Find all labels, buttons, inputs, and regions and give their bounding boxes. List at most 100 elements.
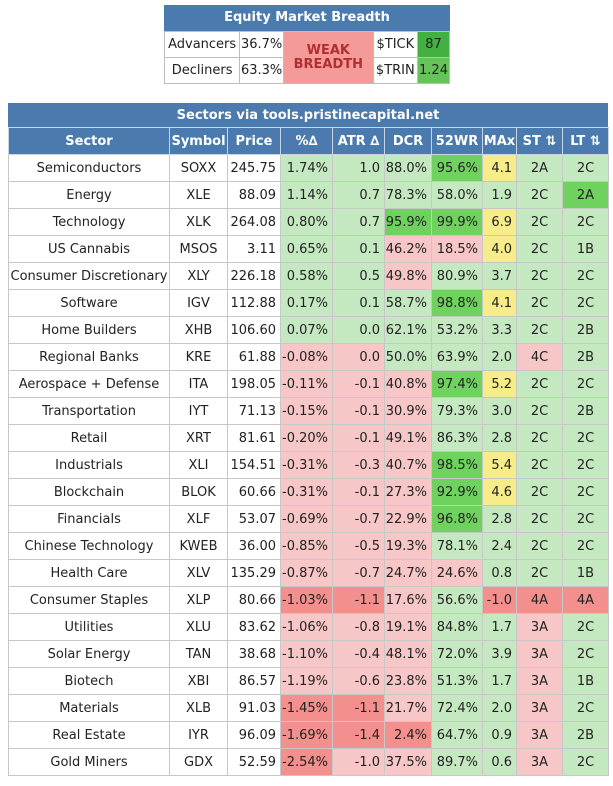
header-price[interactable]: Price: [227, 127, 281, 155]
table-row: Energy XLE 88.09 1.14% 0.7 78.3% 58.0% 1.9 2C 2A: [8, 181, 609, 209]
cell-52wr: 63.9%: [431, 343, 483, 371]
cell-atr-change: -0.1: [332, 478, 385, 506]
cell-52wr: 98.8%: [431, 289, 483, 317]
header-symbol[interactable]: Symbol: [169, 127, 228, 155]
cell-st: 2C: [516, 478, 563, 506]
cell-lt: 2C: [562, 370, 609, 398]
cell-st: 2C: [516, 289, 563, 317]
cell-atr-change: 0.7: [332, 181, 385, 209]
cell-st: 2C: [516, 559, 563, 587]
cell-lt: 2B: [562, 721, 609, 749]
table-row: Consumer Staples XLP 80.66 -1.03% -1.1 17.6% 5…: [8, 586, 609, 614]
cell-atr-change: -1.1: [332, 586, 385, 614]
header-pct-change[interactable]: %∆: [280, 127, 333, 155]
cell-max: 0.8: [482, 559, 517, 587]
cell-atr-change: -1.0: [332, 748, 385, 776]
cell-lt: 2B: [562, 316, 609, 344]
cell-pct-change: -0.31%: [280, 478, 333, 506]
cell-lt: 2C: [562, 694, 609, 722]
advancers-label: Advancers: [163, 31, 241, 58]
cell-52wr: 95.6%: [431, 154, 483, 182]
cell-st: 2C: [516, 235, 563, 263]
cell-pct-change: -1.10%: [280, 640, 333, 668]
cell-dcr: 19.1%: [384, 613, 432, 641]
header-st-sort[interactable]: ST ⇅: [516, 127, 563, 155]
cell-sector: Blockchain: [8, 478, 170, 506]
cell-sector: Materials: [8, 694, 170, 722]
cell-sector: Home Builders: [8, 316, 170, 344]
cell-lt: 2C: [562, 424, 609, 452]
cell-sector: Chinese Technology: [8, 532, 170, 560]
cell-52wr: 89.7%: [431, 748, 483, 776]
cell-max: -1.0: [482, 586, 517, 614]
cell-price: 86.57: [227, 667, 281, 695]
cell-symbol: XLP: [169, 586, 228, 614]
cell-symbol: XLU: [169, 613, 228, 641]
cell-max: 3.9: [482, 640, 517, 668]
cell-52wr: 72.4%: [431, 694, 483, 722]
cell-lt: 1B: [562, 667, 609, 695]
cell-st: 4A: [516, 586, 563, 614]
cell-dcr: 40.7%: [384, 451, 432, 479]
cell-symbol: XHB: [169, 316, 228, 344]
table-row: Transportation IYT 71.13 -0.15% -0.1 30.9% 79.…: [8, 397, 609, 425]
table-row: Utilities XLU 83.62 -1.06% -0.8 19.1% 84.8% 1.7…: [8, 613, 609, 641]
cell-max: 5.2: [482, 370, 517, 398]
header-52wr[interactable]: 52WR: [431, 127, 483, 155]
table-row: Solar Energy TAN 38.68 -1.10% -0.4 48.1% 72.0%…: [8, 640, 609, 668]
breadth-title: Equity Market Breadth: [164, 5, 450, 31]
cell-sector: US Cannabis: [8, 235, 170, 263]
cell-price: 96.09: [227, 721, 281, 749]
cell-max: 2.4: [482, 532, 517, 560]
cell-price: 135.29: [227, 559, 281, 587]
cell-pct-change: 0.17%: [280, 289, 333, 317]
cell-pct-change: -0.15%: [280, 397, 333, 425]
cell-sector: Biotech: [8, 667, 170, 695]
cell-max: 0.9: [482, 721, 517, 749]
header-lt-sort[interactable]: LT ⇅: [562, 127, 609, 155]
cell-pct-change: -1.03%: [280, 586, 333, 614]
cell-52wr: 51.3%: [431, 667, 483, 695]
cell-dcr: 27.3%: [384, 478, 432, 506]
cell-max: 1.7: [482, 613, 517, 641]
cell-52wr: 98.5%: [431, 451, 483, 479]
cell-symbol: XLY: [169, 262, 228, 290]
cell-st: 2C: [516, 208, 563, 236]
cell-sector: Consumer Discretionary: [8, 262, 170, 290]
table-row: Health Care XLV 135.29 -0.87% -0.7 24.7% 24.6%…: [8, 559, 609, 587]
cell-st: 2C: [516, 505, 563, 533]
cell-max: 1.7: [482, 667, 517, 695]
cell-lt: 1B: [562, 235, 609, 263]
cell-symbol: XLF: [169, 505, 228, 533]
cell-atr-change: -1.1: [332, 694, 385, 722]
cell-dcr: 95.9%: [384, 208, 432, 236]
cell-st: 4C: [516, 343, 563, 371]
cell-atr-change: -0.1: [332, 397, 385, 425]
breadth-status-line2: BREADTH: [293, 56, 363, 72]
cell-atr-change: -0.1: [332, 370, 385, 398]
cell-sector: Utilities: [8, 613, 170, 641]
cell-pct-change: -1.69%: [280, 721, 333, 749]
cell-st: 2C: [516, 532, 563, 560]
sectors-table-body: Semiconductors SOXX 245.75 1.74% 1.0 88.0% 95.…: [8, 154, 609, 776]
cell-symbol: XRT: [169, 424, 228, 452]
header-sector[interactable]: Sector: [8, 127, 170, 155]
cell-symbol: IGV: [169, 289, 228, 317]
cell-lt: 2C: [562, 208, 609, 236]
cell-atr-change: -1.4: [332, 721, 385, 749]
header-dcr[interactable]: DCR: [384, 127, 432, 155]
cell-symbol: IYR: [169, 721, 228, 749]
header-atr-change[interactable]: ATR ∆: [332, 127, 385, 155]
cell-lt: 2A: [562, 181, 609, 209]
cell-price: 53.07: [227, 505, 281, 533]
cell-st: 2C: [516, 370, 563, 398]
cell-lt: 2C: [562, 613, 609, 641]
cell-dcr: 40.8%: [384, 370, 432, 398]
cell-atr-change: -0.4: [332, 640, 385, 668]
cell-symbol: XLE: [169, 181, 228, 209]
cell-52wr: 79.3%: [431, 397, 483, 425]
cell-symbol: KRE: [169, 343, 228, 371]
cell-max: 5.4: [482, 451, 517, 479]
header-max[interactable]: MAx: [482, 127, 517, 155]
cell-max: 4.6: [482, 478, 517, 506]
